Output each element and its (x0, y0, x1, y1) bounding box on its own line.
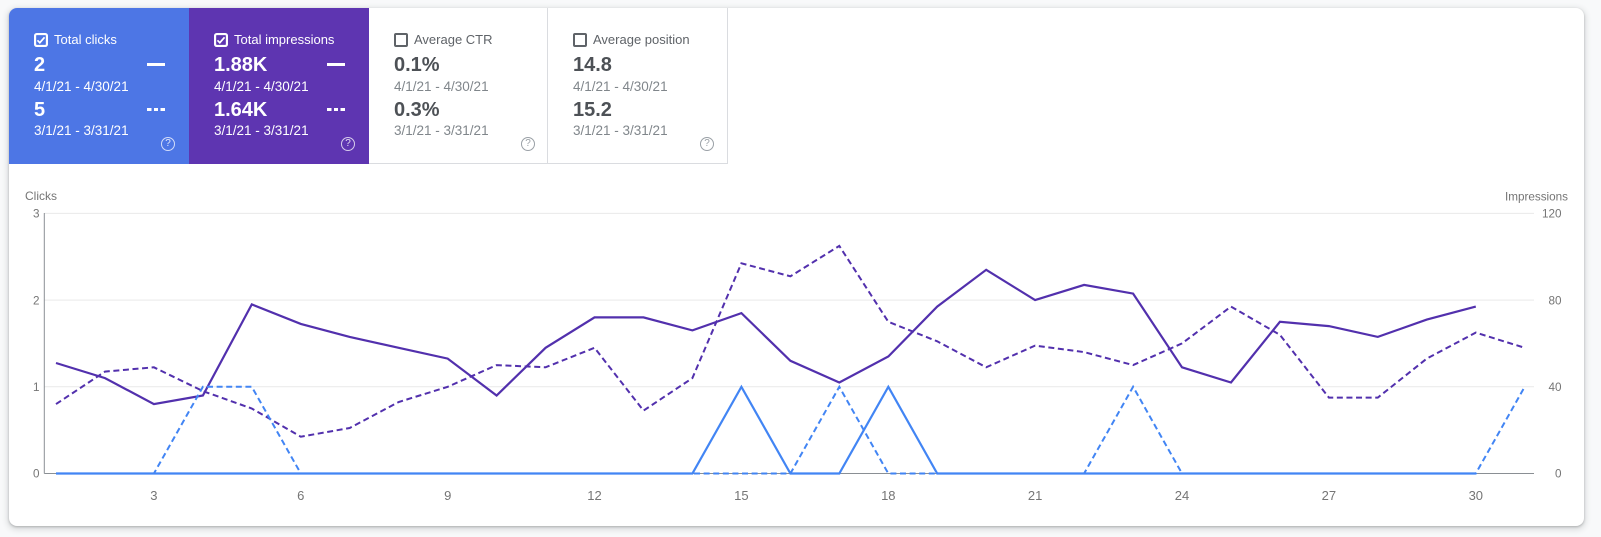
svg-text:Impressions: Impressions (1505, 191, 1568, 204)
svg-text:30: 30 (1469, 488, 1483, 503)
svg-text:Clicks: Clicks (25, 189, 57, 203)
svg-text:12: 12 (587, 488, 601, 503)
svg-text:2: 2 (33, 294, 40, 307)
svg-text:9: 9 (444, 488, 451, 503)
svg-text:21: 21 (1028, 488, 1042, 503)
svg-text:15: 15 (734, 488, 748, 503)
svg-text:18: 18 (881, 488, 895, 503)
svg-text:6: 6 (297, 488, 304, 503)
svg-text:80: 80 (1548, 294, 1562, 307)
svg-text:0: 0 (1555, 468, 1562, 481)
svg-text:40: 40 (1548, 381, 1562, 394)
svg-text:0: 0 (33, 468, 40, 481)
svg-text:3: 3 (33, 208, 40, 221)
svg-text:24: 24 (1175, 488, 1189, 503)
svg-text:120: 120 (1542, 208, 1562, 221)
svg-text:27: 27 (1322, 488, 1336, 503)
svg-text:3: 3 (150, 488, 157, 503)
svg-text:1: 1 (33, 381, 40, 394)
